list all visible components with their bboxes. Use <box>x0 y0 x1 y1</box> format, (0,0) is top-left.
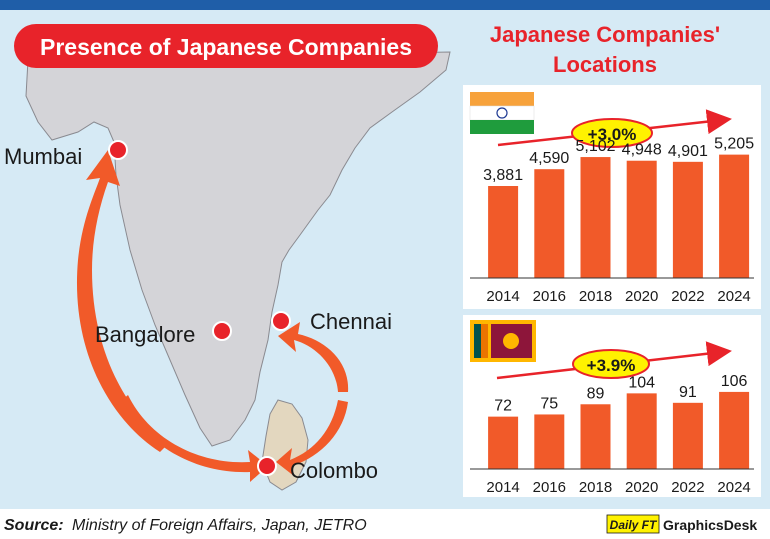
credit-logo: Daily FT GraphicsDesk <box>606 514 757 534</box>
india-bar-2022 <box>672 161 703 278</box>
sri-lanka-tick-label-2020: 2020 <box>625 479 658 496</box>
daily-ft-logo-text: Daily FT <box>610 518 658 532</box>
arrow-to-colombo-right <box>276 400 348 476</box>
sri-lanka-growth-label: +3.9% <box>587 356 636 375</box>
daily-ft-logo <box>606 514 660 534</box>
india-value-label-2014: 3,881 <box>483 167 523 184</box>
sri-lanka-bar-2022 <box>672 402 703 469</box>
sri-lanka-tick-label-2022: 2022 <box>671 479 704 496</box>
sri-lanka-value-label-2022: 91 <box>679 384 697 401</box>
source-label: Source: <box>4 517 64 534</box>
sri-lanka-bar-2024 <box>719 391 750 469</box>
india-landmass <box>25 51 451 447</box>
arrow-to-chennai <box>278 322 349 392</box>
sri-lanka-bars: 72 2014 75 2016 89 2018 104 2020 91 2022 106 2024 <box>486 373 750 496</box>
city-label-colombo: Colombo <box>290 458 378 483</box>
india-tick-label-2016: 2016 <box>533 288 566 305</box>
source-text: Ministry of Foreign Affairs, Japan, JETR… <box>72 517 367 534</box>
side-title-line1: Japanese Companies' <box>490 22 720 47</box>
india-value-label-2016: 4,590 <box>529 150 569 167</box>
city-marker-mumbai <box>108 140 128 160</box>
sri-lanka-value-label-2020: 104 <box>628 374 655 391</box>
india-bar-2018 <box>580 157 611 278</box>
city-label-mumbai: Mumbai <box>4 144 82 169</box>
india-tick-label-2014: 2014 <box>486 288 519 305</box>
sri-lanka-bar-2016 <box>534 414 565 469</box>
india-growth-badge <box>571 118 653 148</box>
sri-lanka-value-label-2014: 72 <box>494 398 512 415</box>
india-value-label-2024: 5,205 <box>714 136 754 153</box>
sri-lanka-growth-badge <box>572 349 650 379</box>
india-bar-2020 <box>626 160 657 278</box>
india-value-label-2022: 4,901 <box>668 143 708 160</box>
sri-lanka-bar-2018 <box>580 404 611 469</box>
route-arrows <box>76 150 349 482</box>
india-tick-label-2018: 2018 <box>579 288 612 305</box>
city-label-bangalore: Bangalore <box>95 322 195 347</box>
side-title-line2: Locations <box>553 52 657 77</box>
page-title: Presence of Japanese Companies <box>40 34 412 60</box>
title-pill <box>14 24 438 68</box>
sri-lanka-value-label-2016: 75 <box>540 395 558 412</box>
india-chart-panel: +3.0% 3,881 2014 4,590 2016 5,102 2018 4,948 20… <box>463 85 761 309</box>
india-tick-label-2022: 2022 <box>671 288 704 305</box>
sri-lanka-chart-panel: +3.9% 72 2014 75 2016 89 2018 104 2020 91 2022 106… <box>463 315 761 497</box>
sri-lanka-tick-label-2018: 2018 <box>579 479 612 496</box>
sri-lanka-tick-label-2016: 2016 <box>533 479 566 496</box>
sri-lanka-flag-icon <box>470 320 536 362</box>
sri-lanka-tick-label-2024: 2024 <box>717 479 750 496</box>
city-marker-bangalore <box>212 321 232 341</box>
india-value-label-2020: 4,948 <box>622 142 662 159</box>
sri-lanka-bar-2020 <box>626 393 657 469</box>
india-bar-2016 <box>534 169 565 278</box>
source-line: Source: Ministry of Foreign Affairs, Jap… <box>4 517 367 534</box>
sri-lanka-value-label-2018: 89 <box>587 385 605 402</box>
city-marker-chennai <box>271 311 291 331</box>
arrow-to-colombo-left <box>122 395 268 482</box>
india-tick-label-2020: 2020 <box>625 288 658 305</box>
india-bars: 3,881 2014 4,590 2016 5,102 2018 4,948 2020 4,90… <box>483 136 754 305</box>
india-bar-2014 <box>488 186 519 278</box>
sri-lanka-tick-label-2014: 2014 <box>486 479 519 496</box>
sri-lanka-bar-2014 <box>488 416 519 469</box>
sri-lanka-value-label-2024: 106 <box>721 373 748 390</box>
top-band <box>0 0 770 10</box>
india-growth-label: +3.0% <box>588 125 637 144</box>
india-bar-2024 <box>719 154 750 278</box>
graphics-desk-credit: GraphicsDesk <box>663 517 757 533</box>
arrow-to-mumbai <box>76 150 168 452</box>
india-tick-label-2024: 2024 <box>717 288 750 305</box>
city-marker-colombo <box>257 456 277 476</box>
city-label-chennai: Chennai <box>310 309 392 334</box>
india-value-label-2018: 5,102 <box>575 138 615 155</box>
india-flag-icon <box>469 92 535 134</box>
